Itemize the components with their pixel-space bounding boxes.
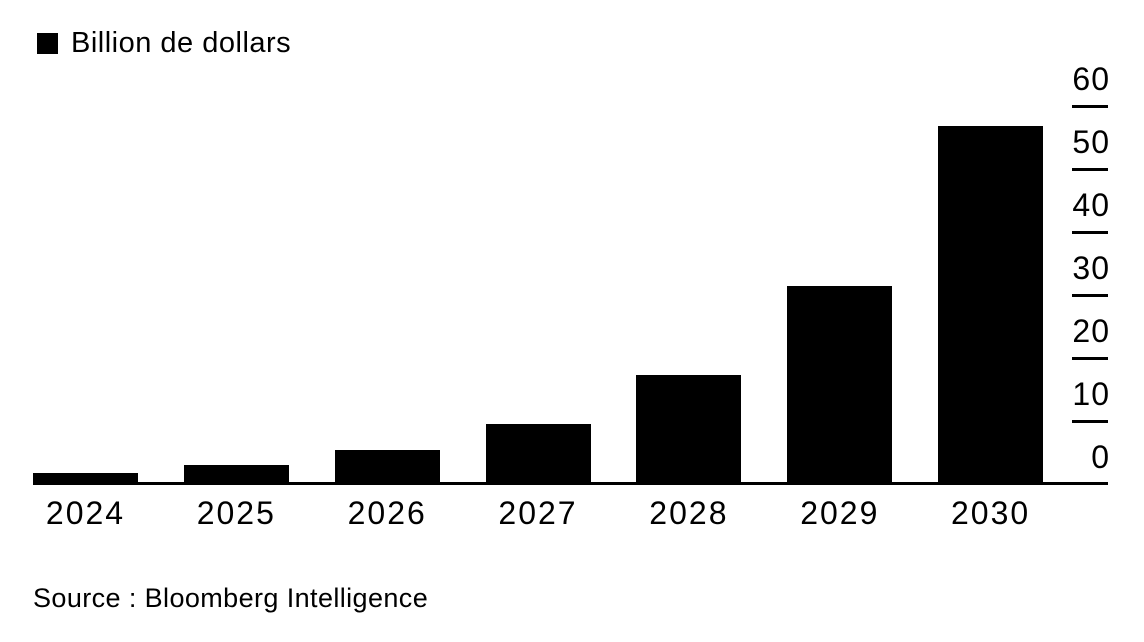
y-tick-dash-30 <box>1072 293 1108 297</box>
bar-2024 <box>33 473 138 485</box>
bar-2026 <box>334 450 440 485</box>
x-tick-label-2027: 2027 <box>498 495 578 531</box>
y-tick-label-20: 20 <box>1072 313 1110 349</box>
legend-label: Billion de dollars <box>71 27 292 59</box>
source-text: Source : Bloomberg Intelligence <box>33 583 429 613</box>
x-axis-line <box>33 482 1108 485</box>
y-tick-label-50: 50 <box>1072 124 1110 160</box>
x-tick-label-2030: 2030 <box>951 495 1031 531</box>
bar-2029 <box>787 285 893 485</box>
y-tick-label-60: 60 <box>1072 61 1110 97</box>
bar-2030 <box>938 126 1044 485</box>
y-tick-dash-40 <box>1072 230 1108 234</box>
x-tick-label-2025: 2025 <box>196 495 276 531</box>
y-tick-dash-50 <box>1072 167 1108 171</box>
y-tick-dash-20 <box>1072 356 1108 360</box>
bar-2025 <box>183 465 289 485</box>
legend-swatch <box>37 32 58 54</box>
y-tick-dash-10 <box>1072 419 1108 423</box>
bar-2027 <box>485 424 591 485</box>
x-tick-label-2029: 2029 <box>800 495 880 531</box>
legend: Billion de dollars <box>37 27 292 59</box>
y-tick-label-30: 30 <box>1072 250 1110 286</box>
x-tick-label-2028: 2028 <box>649 495 729 531</box>
y-tick-label-0: 0 <box>1091 439 1110 475</box>
bar-2028 <box>636 375 742 485</box>
y-tick-label-10: 10 <box>1072 376 1110 412</box>
y-tick-label-40: 40 <box>1072 187 1110 223</box>
y-tick-dash-60 <box>1072 104 1108 108</box>
x-tick-label-2024: 2024 <box>45 495 126 531</box>
x-tick-label-2026: 2026 <box>347 495 427 531</box>
